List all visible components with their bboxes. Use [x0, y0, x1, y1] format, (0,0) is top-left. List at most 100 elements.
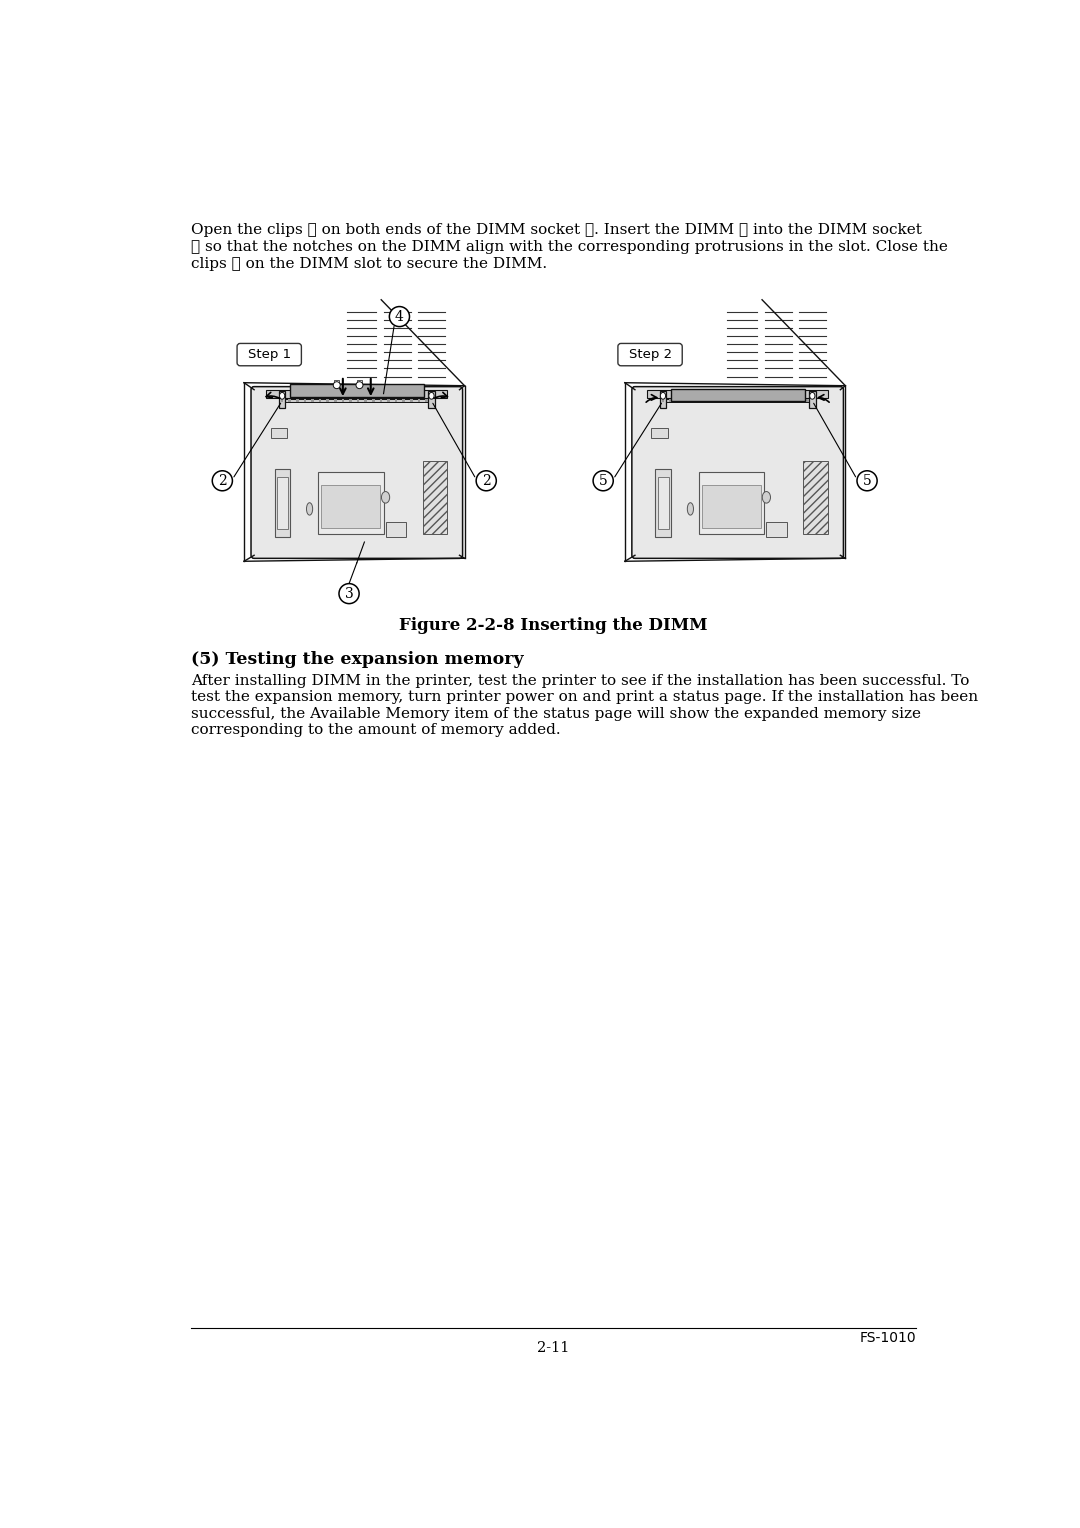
Bar: [410, 399, 413, 402]
Circle shape: [339, 584, 360, 604]
Bar: [775, 399, 779, 402]
Ellipse shape: [280, 393, 285, 399]
Bar: [276, 477, 287, 529]
Bar: [660, 391, 666, 408]
Text: test the expansion memory, turn printer power on and print a status page. If the: test the expansion memory, turn printer …: [191, 691, 977, 704]
Bar: [745, 399, 747, 402]
Bar: [388, 399, 390, 402]
Text: After installing DIMM in the printer, test the printer to see if the installatio: After installing DIMM in the printer, te…: [191, 674, 969, 688]
Bar: [418, 399, 420, 402]
Bar: [274, 469, 291, 536]
Bar: [768, 399, 771, 402]
Bar: [319, 399, 322, 402]
Bar: [303, 399, 307, 402]
Text: FS-1010: FS-1010: [860, 1331, 916, 1345]
Circle shape: [390, 307, 409, 327]
Bar: [403, 399, 405, 402]
Text: clips Ⓓ on the DIMM slot to secure the DIMM.: clips Ⓓ on the DIMM slot to secure the D…: [191, 257, 546, 270]
Circle shape: [593, 471, 613, 490]
Text: corresponding to the amount of memory added.: corresponding to the amount of memory ad…: [191, 723, 561, 738]
Bar: [386, 523, 406, 536]
Text: Open the clips Ⓐ on both ends of the DIMM socket Ⓑ. Insert the DIMM Ⓒ into the D: Open the clips Ⓐ on both ends of the DIM…: [191, 223, 921, 237]
Bar: [379, 399, 382, 402]
Text: 2: 2: [218, 474, 227, 487]
Bar: [281, 399, 433, 402]
Text: 2: 2: [482, 474, 490, 487]
Bar: [281, 399, 283, 402]
Bar: [715, 399, 717, 402]
Circle shape: [213, 471, 232, 490]
Text: successful, the Available Memory item of the status page will show the expanded : successful, the Available Memory item of…: [191, 707, 921, 721]
Bar: [738, 399, 740, 402]
Bar: [662, 399, 813, 402]
Bar: [656, 469, 671, 536]
Bar: [271, 428, 287, 437]
Circle shape: [476, 471, 497, 490]
Bar: [685, 399, 687, 402]
Bar: [806, 399, 809, 402]
Bar: [267, 390, 447, 397]
Ellipse shape: [429, 393, 434, 399]
Bar: [357, 380, 362, 384]
Circle shape: [334, 382, 340, 388]
Ellipse shape: [687, 503, 693, 515]
Bar: [349, 399, 352, 402]
Bar: [809, 391, 815, 408]
Text: 5: 5: [598, 474, 608, 487]
Bar: [702, 484, 761, 527]
Text: Step 1: Step 1: [247, 348, 291, 361]
Bar: [335, 380, 339, 384]
Bar: [341, 399, 345, 402]
Bar: [671, 388, 805, 402]
Bar: [326, 399, 329, 402]
Bar: [730, 399, 732, 402]
Text: 5: 5: [863, 474, 872, 487]
Bar: [334, 399, 337, 402]
Bar: [318, 472, 383, 533]
Text: Step 2: Step 2: [629, 348, 672, 361]
Ellipse shape: [660, 393, 665, 399]
Bar: [692, 399, 694, 402]
Bar: [700, 399, 702, 402]
Text: Ⓑ so that the notches on the DIMM align with the corresponding protrusions in th: Ⓑ so that the notches on the DIMM align …: [191, 240, 947, 254]
Bar: [426, 399, 428, 402]
Ellipse shape: [810, 393, 815, 399]
Bar: [791, 399, 794, 402]
Ellipse shape: [381, 492, 390, 503]
Bar: [296, 399, 299, 402]
Text: (5) Testing the expansion memory: (5) Testing the expansion memory: [191, 651, 524, 668]
Bar: [428, 391, 435, 408]
Text: Figure 2-2-8 Inserting the DIMM: Figure 2-2-8 Inserting the DIMM: [400, 617, 707, 634]
FancyBboxPatch shape: [238, 344, 301, 365]
Bar: [723, 399, 725, 402]
Bar: [647, 390, 828, 397]
Bar: [422, 461, 447, 533]
Bar: [356, 399, 360, 402]
Bar: [311, 399, 314, 402]
Circle shape: [858, 471, 877, 490]
Bar: [707, 399, 710, 402]
Bar: [288, 399, 292, 402]
Bar: [699, 472, 765, 533]
Bar: [289, 384, 423, 397]
Bar: [804, 461, 828, 533]
FancyBboxPatch shape: [251, 387, 462, 558]
Text: 2-11: 2-11: [538, 1342, 569, 1355]
Ellipse shape: [762, 492, 770, 503]
Text: 3: 3: [345, 587, 353, 601]
Bar: [395, 399, 397, 402]
FancyBboxPatch shape: [618, 344, 683, 365]
Bar: [364, 399, 367, 402]
Circle shape: [356, 382, 363, 388]
FancyBboxPatch shape: [632, 387, 843, 558]
Bar: [677, 399, 679, 402]
Bar: [798, 399, 801, 402]
Bar: [321, 484, 380, 527]
Bar: [783, 399, 786, 402]
Bar: [760, 399, 764, 402]
Bar: [658, 477, 669, 529]
Bar: [662, 399, 664, 402]
Bar: [670, 399, 672, 402]
Bar: [753, 399, 756, 402]
Bar: [372, 399, 375, 402]
